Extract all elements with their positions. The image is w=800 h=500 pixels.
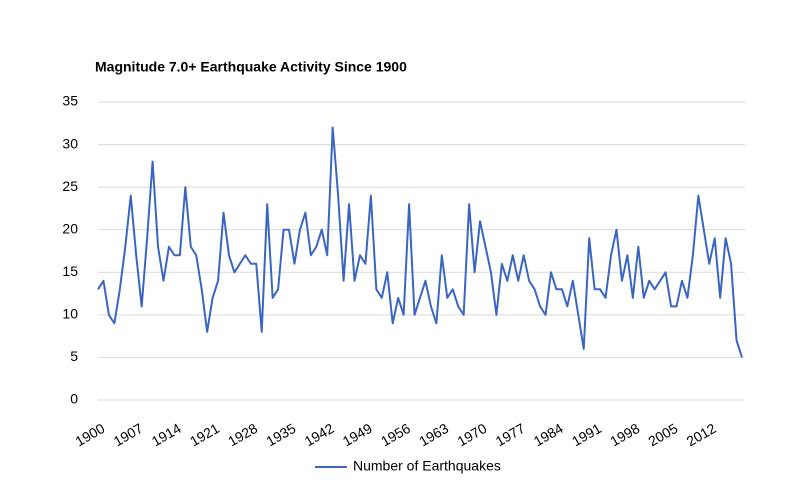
x-tick-label: 2005 (645, 420, 680, 450)
y-tick-label: 30 (62, 135, 78, 151)
x-tick-label: 1984 (531, 420, 566, 450)
y-tick-label: 35 (62, 93, 78, 109)
y-tick-label: 0 (70, 391, 78, 407)
x-tick-label: 1970 (454, 420, 489, 450)
x-tick-label: 1907 (111, 420, 146, 450)
x-tick-label: 1928 (225, 420, 260, 450)
x-tick-label: 1935 (263, 420, 298, 450)
x-tick-label: 1977 (493, 420, 528, 450)
x-tick-label: 1900 (72, 420, 107, 450)
y-tick-label: 20 (62, 220, 78, 236)
chart-title: Magnitude 7.0+ Earthquake Activity Since… (95, 59, 407, 75)
legend-label: Number of Earthquakes (353, 458, 501, 474)
x-tick-label: 1963 (416, 420, 451, 450)
x-tick-label: 1956 (378, 420, 413, 450)
x-tick-label: 1914 (149, 420, 184, 450)
x-tick-label: 1942 (302, 420, 337, 450)
y-tick-label: 10 (62, 306, 78, 322)
data-line (97, 126, 743, 358)
x-tick-label: 2012 (684, 420, 719, 450)
y-tick-label: 5 (70, 348, 78, 364)
x-tick-label: 1921 (187, 420, 222, 450)
x-tick-label: 1998 (607, 420, 642, 450)
x-tick-label: 1949 (340, 420, 375, 450)
y-tick-label: 15 (62, 263, 78, 279)
x-tick-label: 1991 (569, 420, 604, 450)
y-tick-label: 25 (62, 178, 78, 194)
